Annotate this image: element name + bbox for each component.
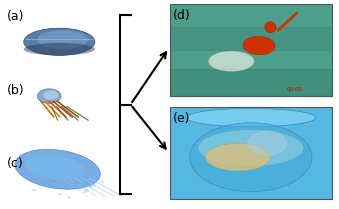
Ellipse shape bbox=[205, 143, 271, 171]
Text: (b): (b) bbox=[7, 84, 24, 97]
Ellipse shape bbox=[89, 186, 93, 188]
Ellipse shape bbox=[29, 179, 34, 181]
Ellipse shape bbox=[24, 43, 95, 55]
Ellipse shape bbox=[190, 123, 312, 192]
Ellipse shape bbox=[186, 108, 316, 127]
Ellipse shape bbox=[208, 51, 254, 71]
Ellipse shape bbox=[101, 181, 105, 183]
FancyArrowPatch shape bbox=[132, 107, 166, 149]
Ellipse shape bbox=[43, 90, 58, 100]
Ellipse shape bbox=[52, 180, 56, 182]
Ellipse shape bbox=[15, 149, 100, 189]
FancyArrowPatch shape bbox=[132, 52, 166, 102]
Ellipse shape bbox=[32, 189, 36, 191]
Ellipse shape bbox=[37, 30, 88, 49]
Ellipse shape bbox=[84, 183, 88, 185]
Ellipse shape bbox=[92, 184, 96, 186]
Text: (d): (d) bbox=[173, 9, 191, 22]
Ellipse shape bbox=[85, 189, 89, 191]
Ellipse shape bbox=[37, 89, 61, 103]
Text: 00:00: 00:00 bbox=[287, 87, 302, 92]
Text: (a): (a) bbox=[7, 10, 24, 23]
Ellipse shape bbox=[243, 36, 275, 55]
Ellipse shape bbox=[198, 130, 304, 166]
Bar bbox=[170, 4, 332, 96]
Ellipse shape bbox=[74, 182, 78, 184]
Bar bbox=[170, 107, 332, 199]
Ellipse shape bbox=[247, 130, 287, 156]
Text: (e): (e) bbox=[173, 112, 191, 125]
Text: (c): (c) bbox=[7, 157, 23, 170]
Ellipse shape bbox=[265, 22, 276, 33]
Ellipse shape bbox=[24, 155, 84, 179]
Ellipse shape bbox=[24, 28, 95, 55]
Ellipse shape bbox=[58, 193, 62, 195]
Ellipse shape bbox=[67, 196, 71, 198]
Ellipse shape bbox=[83, 191, 87, 193]
